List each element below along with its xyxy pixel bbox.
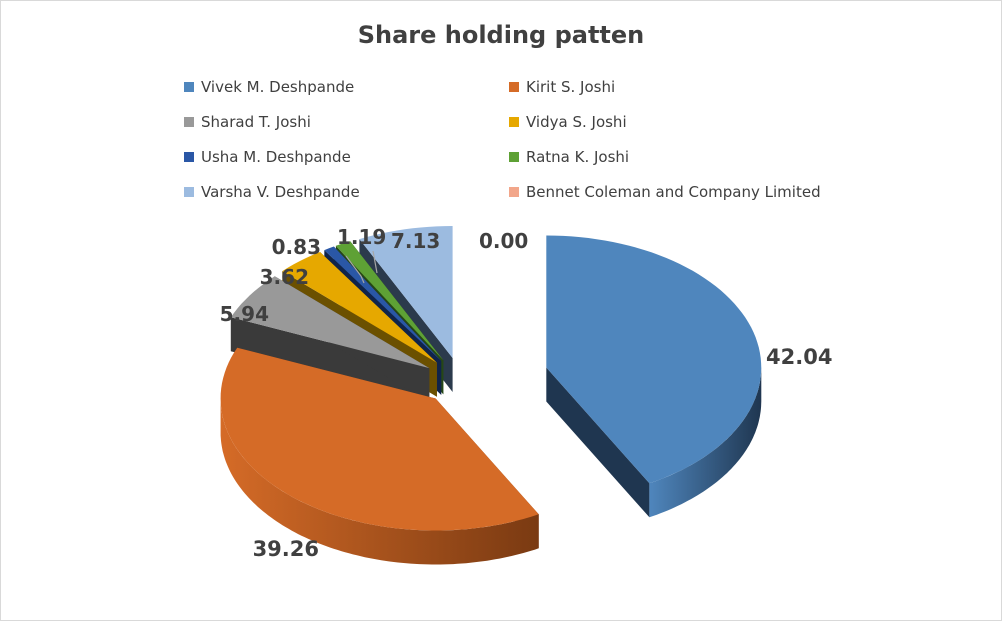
legend-item: Ratna K. Joshi	[509, 148, 629, 166]
data-label: 0.00	[479, 229, 528, 253]
legend-swatch	[509, 187, 519, 197]
leader-line	[345, 255, 365, 284]
legend-swatch	[184, 117, 194, 127]
slice-side-face	[546, 367, 650, 518]
legend-item: Sharad T. Joshi	[184, 113, 311, 131]
slice-top	[282, 252, 437, 363]
legend-swatch	[509, 82, 519, 92]
chart-title: Share holding patten	[357, 21, 645, 49]
legend-item: Vivek M. Deshpande	[184, 78, 354, 96]
pie-slice	[546, 235, 762, 518]
slice-top	[220, 347, 539, 531]
slice-top	[335, 241, 444, 361]
legend-label: Varsha V. Deshpande	[201, 183, 360, 201]
data-label: 5.94	[220, 302, 269, 326]
legend-swatch	[509, 152, 519, 162]
legend-label: Sharad T. Joshi	[201, 113, 311, 131]
legend-label: Usha M. Deshpande	[201, 148, 351, 166]
data-label: 7.13	[391, 229, 440, 253]
legend-swatch	[184, 82, 194, 92]
legend-swatch	[184, 187, 194, 197]
pie-slice	[220, 347, 539, 565]
data-label: 3.62	[260, 265, 309, 289]
legend-label: Ratna K. Joshi	[526, 148, 630, 166]
legend-item: Varsha V. Deshpande	[184, 183, 360, 201]
slice-outer-wall	[220, 396, 539, 565]
legend-label: Vivek M. Deshpande	[201, 78, 355, 96]
legend-item: Vidya S. Joshi	[509, 113, 627, 131]
legend-label: Bennet Coleman and Company Limited	[526, 183, 821, 201]
legend-label: Kirit S. Joshi	[526, 78, 616, 96]
legend-swatch	[509, 117, 519, 127]
leader-line	[372, 250, 378, 274]
data-label: 39.26	[253, 537, 319, 561]
legend-item: Usha M. Deshpande	[184, 148, 351, 166]
pie-slice	[230, 276, 430, 403]
data-label: 1.19	[337, 225, 386, 249]
data-label: 42.04	[766, 345, 832, 369]
legend-swatch	[184, 152, 194, 162]
slice-top	[359, 226, 453, 358]
legend-item: Kirit S. Joshi	[509, 78, 615, 96]
legend-item: Bennet Coleman and Company Limited	[509, 183, 821, 201]
legend-label: Vidya S. Joshi	[526, 113, 627, 131]
slice-top	[230, 276, 430, 369]
slice-outer-wall	[649, 367, 762, 518]
slice-side-face	[230, 317, 430, 403]
slice-top	[546, 235, 762, 484]
data-label: 0.83	[272, 235, 321, 259]
slice-top	[324, 246, 442, 361]
